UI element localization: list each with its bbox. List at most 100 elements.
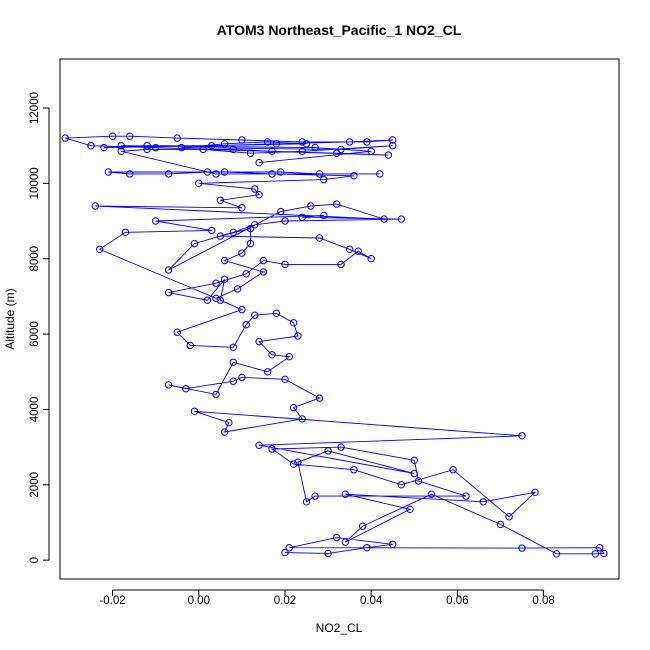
x-tick-label: -0.02	[99, 595, 125, 607]
data-point	[302, 140, 311, 148]
data-point	[126, 170, 134, 178]
chart-title: ATOM3 Northeast_Pacific_1 NO2_CL	[217, 22, 462, 38]
data-point	[195, 179, 203, 188]
y-tick-label: 6000	[29, 321, 41, 347]
data-point	[285, 353, 293, 361]
data-point	[518, 544, 526, 552]
data-point	[294, 458, 302, 466]
data-point	[298, 213, 306, 222]
data-point	[367, 255, 375, 263]
data-point	[164, 288, 173, 297]
data-point	[315, 234, 324, 242]
data-point	[212, 170, 220, 178]
data-point	[229, 377, 238, 385]
data-point	[212, 279, 220, 287]
data-point	[337, 260, 345, 269]
data-point	[363, 544, 371, 552]
data-point	[264, 138, 272, 146]
data-point	[380, 215, 388, 223]
data-point	[315, 394, 324, 402]
data-point	[182, 385, 190, 393]
data-point	[337, 145, 345, 154]
data-point	[345, 138, 354, 146]
data-point	[298, 415, 306, 423]
data-point	[216, 296, 225, 304]
data-point	[410, 456, 418, 464]
data-point	[152, 143, 160, 152]
data-point	[552, 550, 561, 558]
data-point	[427, 490, 436, 498]
data-point	[264, 368, 272, 376]
data-point	[177, 143, 186, 152]
data-point	[199, 145, 207, 154]
data-point	[229, 343, 238, 351]
data-point	[212, 390, 220, 399]
data-point	[345, 245, 354, 254]
data-point	[333, 149, 341, 157]
data-point	[238, 204, 246, 212]
x-axis-label: NO2_CL	[316, 621, 363, 635]
data-point	[255, 191, 263, 199]
data-point	[479, 498, 487, 506]
data-point	[410, 469, 418, 478]
data-point	[367, 147, 375, 156]
data-point	[255, 441, 263, 449]
data-point	[397, 215, 405, 223]
data-point	[225, 418, 233, 427]
data-point	[143, 142, 151, 150]
data-point	[363, 138, 371, 146]
data-point	[96, 245, 104, 254]
data-point	[591, 550, 599, 558]
data-point	[281, 217, 289, 225]
data-point	[358, 522, 367, 530]
y-tick-label: 0	[29, 557, 41, 563]
data-point	[87, 142, 95, 150]
data-point	[289, 403, 298, 412]
data-point	[164, 266, 173, 274]
data-point	[315, 170, 324, 178]
data-point	[104, 168, 113, 176]
plot-area	[59, 58, 620, 580]
data-point	[208, 142, 216, 150]
data-point	[600, 549, 608, 558]
data-point	[376, 170, 384, 178]
data-point	[333, 200, 341, 208]
data-point	[203, 296, 212, 304]
data-point	[117, 147, 125, 156]
data-point	[126, 132, 134, 140]
data-point	[298, 138, 306, 146]
data-point	[186, 341, 194, 350]
data-point	[311, 143, 319, 152]
data-point	[242, 270, 250, 278]
data-point	[251, 311, 259, 319]
data-point	[298, 147, 306, 156]
data-point	[397, 481, 405, 489]
data-point	[251, 221, 259, 229]
data-point	[91, 202, 100, 210]
data-point	[289, 460, 298, 468]
data-point	[268, 147, 276, 156]
data-point	[324, 549, 332, 558]
data-point	[108, 132, 117, 140]
data-point	[173, 134, 181, 142]
data-point	[164, 170, 173, 178]
data-point	[414, 477, 423, 485]
data-point	[173, 328, 181, 336]
data-point	[251, 185, 259, 193]
data-point	[320, 175, 328, 184]
data-point	[389, 136, 397, 144]
data-point	[233, 285, 242, 293]
y-tick-label: 8000	[29, 246, 41, 272]
data-point	[281, 260, 289, 269]
data-point	[117, 142, 125, 150]
data-point	[294, 332, 302, 340]
data-point	[220, 428, 229, 436]
data-point	[203, 168, 212, 176]
data-point	[229, 228, 238, 237]
data-point	[311, 492, 319, 500]
data-point	[259, 268, 268, 276]
data-series	[61, 132, 608, 558]
data-point	[449, 466, 457, 474]
data-point	[255, 337, 263, 346]
